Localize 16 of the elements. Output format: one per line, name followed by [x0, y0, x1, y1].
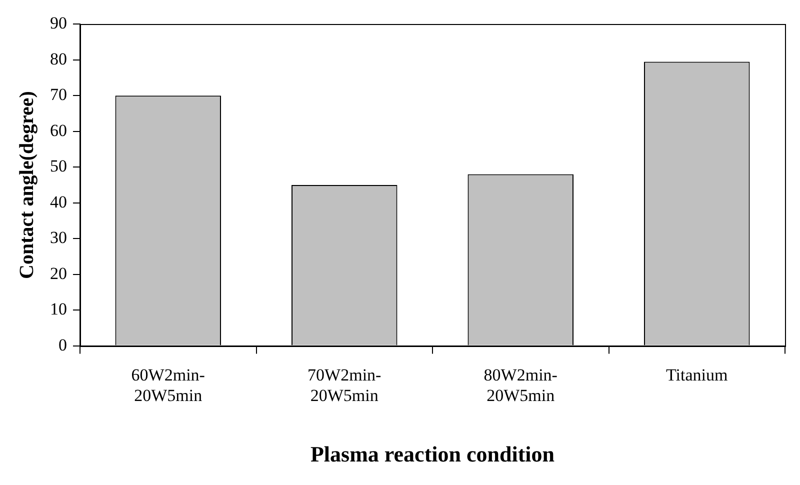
x-axis-title: Plasma reaction condition	[310, 441, 555, 466]
x-tick-label: 60W2min-20W5min	[131, 365, 206, 405]
y-axis-title: Contact angle(degree)	[16, 91, 38, 279]
y-tick-label: 70	[50, 85, 67, 104]
y-tick-label: 0	[58, 335, 67, 354]
y-tick-label: 80	[50, 49, 67, 68]
y-tick-label: 50	[50, 156, 67, 176]
y-tick-label: 10	[50, 300, 67, 319]
y-tick-label: 20	[50, 264, 67, 283]
x-tick-label: Titanium	[666, 365, 728, 384]
x-tick-label: 70W2min-20W5min	[308, 365, 382, 405]
y-tick-label: 40	[50, 192, 67, 212]
y-tick-label: 30	[50, 228, 67, 248]
x-tick-label: 80W2min-20W5min	[484, 365, 558, 405]
y-tick-label: 60	[50, 120, 67, 140]
y-tick-label: 90	[50, 14, 67, 33]
